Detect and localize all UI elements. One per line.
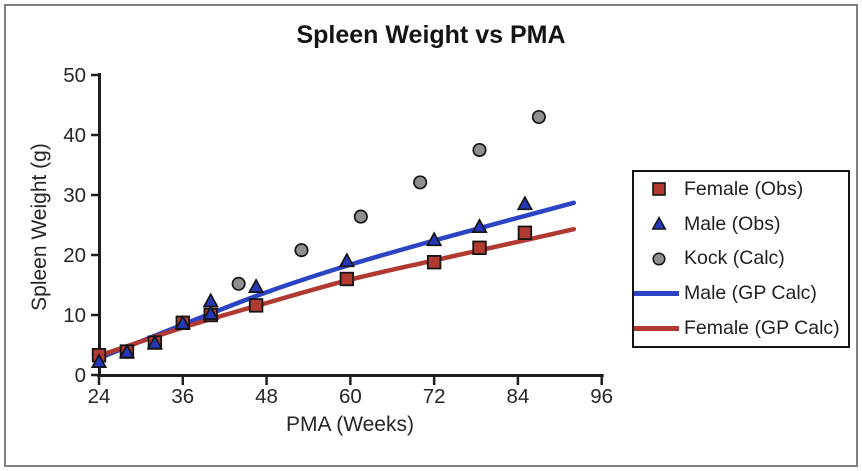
male-obs-swatch: [651, 216, 667, 230]
x-axis-label: PMA (Weeks): [286, 413, 414, 436]
legend-label-female-obs: Female (Obs): [684, 177, 804, 200]
female-obs-point: [517, 225, 533, 241]
male-obs-point: [146, 334, 163, 350]
legend-label-kock-calc: Kock (Calc): [684, 247, 785, 270]
y-tick-label: 50: [63, 64, 86, 87]
x-tick-label: 36: [171, 385, 194, 408]
x-tick-label: 24: [88, 385, 111, 408]
male-obs-point: [90, 353, 108, 368]
x-tick-label: 72: [423, 385, 446, 408]
male-obs-triangle-icon: [634, 215, 684, 233]
kock-calc-circle-icon: [634, 250, 684, 268]
x-tick-label: 60: [339, 385, 362, 408]
x-tick-label: 48: [255, 385, 278, 408]
female-gp-calc-line-icon: [634, 326, 684, 332]
male-obs-point: [118, 343, 136, 359]
male-gp-calc-line-icon: [634, 291, 684, 297]
legend-label-female-gp-calc: Female (GP Calc): [684, 317, 840, 340]
kock-calc-point: [353, 209, 368, 224]
axes: 24 36 48 60 72 84 96 0 10 20 30 40 50: [63, 64, 613, 408]
data-series: [90, 109, 577, 368]
y-tick-label: 0: [75, 364, 86, 387]
legend-item-male-gp-calc: Male (GP Calc): [634, 276, 848, 311]
female-obs-point: [248, 298, 264, 313]
male-gp-calc-curve: [96, 200, 577, 361]
female-obs-point: [426, 254, 442, 270]
kock-calc-point: [294, 243, 309, 258]
male-obs-point: [174, 314, 191, 330]
y-tick-label: 40: [63, 124, 86, 147]
female-obs-point: [472, 240, 487, 256]
kock-calc-swatch: [652, 252, 666, 266]
y-axis-label: Spleen Weight (g): [28, 143, 51, 311]
x-tick-label: 96: [590, 385, 613, 408]
legend-label-male-obs: Male (Obs): [684, 212, 781, 235]
y-tick-label: 20: [63, 244, 86, 267]
y-tick-label: 10: [63, 304, 86, 327]
female-obs-swatch: [652, 182, 666, 197]
male-obs-point: [425, 231, 443, 247]
female-obs-square-icon: [634, 180, 684, 198]
female-obs-point: [339, 271, 355, 287]
male-obs-point: [471, 218, 488, 233]
y-tick-label: 30: [63, 184, 86, 207]
kock-calc-point: [413, 175, 428, 190]
x-tick-label: 84: [507, 385, 530, 408]
legend-item-female-obs: Female (Obs): [634, 172, 848, 207]
legend: Female (Obs) Male (Obs) Kock (Calc) Male…: [632, 170, 850, 348]
male-obs-point: [247, 278, 265, 293]
male-obs-point: [516, 195, 534, 211]
male-obs-point: [202, 292, 219, 308]
legend-item-female-gp-calc: Female (GP Calc): [634, 311, 848, 346]
male-obs-point: [202, 305, 219, 320]
legend-item-male-obs: Male (Obs): [634, 207, 848, 242]
kock-calc-point: [472, 142, 487, 158]
kock-calc-point: [531, 109, 546, 125]
kock-calc-point: [231, 276, 246, 291]
legend-label-male-gp-calc: Male (GP Calc): [684, 282, 817, 305]
male-obs-point: [338, 252, 355, 268]
legend-item-kock-calc: Kock (Calc): [634, 242, 848, 277]
female-gp-calc-swatch: [634, 326, 679, 332]
chart-title: Spleen Weight vs PMA: [296, 21, 566, 49]
female-gp-calc-curve: [96, 226, 577, 359]
male-gp-calc-swatch: [634, 291, 679, 297]
